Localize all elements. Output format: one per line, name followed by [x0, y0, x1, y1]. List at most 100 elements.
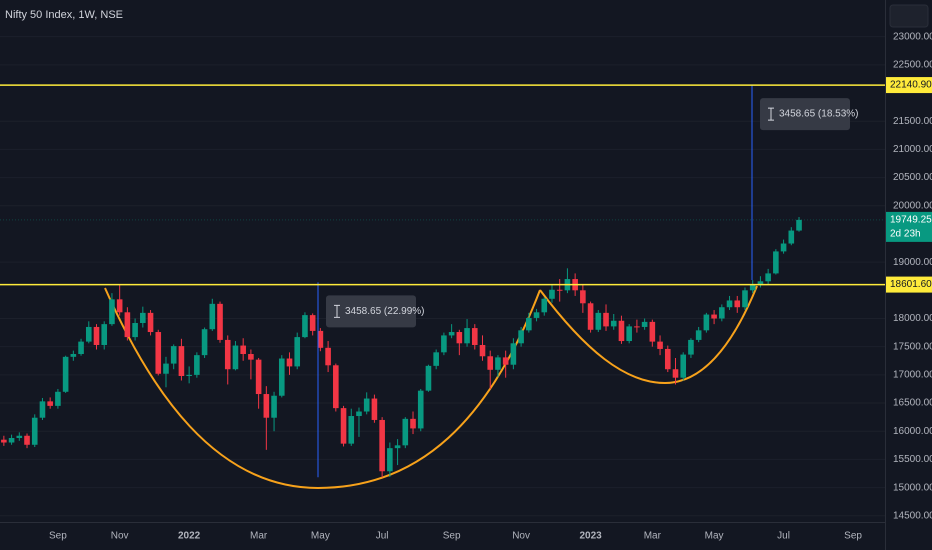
x-tick-label: Sep — [844, 531, 862, 542]
candle-body — [387, 448, 393, 472]
candle-body — [16, 435, 23, 439]
candle-body — [356, 411, 362, 417]
chart-title: Nifty 50 Index, 1W, NSE — [5, 9, 123, 21]
candle-body — [194, 355, 200, 375]
candle-body — [719, 307, 725, 319]
candle-body — [626, 326, 632, 342]
candle-body — [101, 324, 108, 345]
y-tick-label: 20500.00 — [893, 172, 932, 183]
candle-body — [333, 365, 339, 409]
candle-body — [533, 312, 540, 318]
cup-curve — [104, 287, 541, 490]
candle-body — [78, 341, 84, 355]
candle-body — [742, 290, 748, 308]
cup-curve — [539, 285, 758, 385]
candle-body — [726, 300, 733, 308]
candle-body — [580, 290, 586, 304]
candle-body — [688, 339, 694, 355]
candle-body — [649, 321, 656, 342]
level-label: 18601.60 — [890, 279, 932, 290]
candle-body — [232, 345, 239, 370]
candle-body — [302, 315, 308, 338]
x-tick-label: 2022 — [178, 531, 201, 542]
candle-body — [62, 356, 69, 392]
candle-body — [518, 330, 524, 344]
candle-body — [657, 341, 663, 349]
candle-body — [263, 394, 270, 418]
level-label: 22140.90 — [890, 80, 932, 91]
candle-body — [31, 417, 38, 445]
countdown-label: 2d 23h — [890, 229, 921, 240]
candle-body — [340, 408, 347, 444]
candle-body — [479, 344, 486, 357]
y-tick-label: 21000.00 — [893, 144, 932, 155]
toolbar-button[interactable] — [889, 4, 929, 28]
candle-body — [224, 339, 231, 370]
candle-body — [209, 303, 216, 330]
y-tick-label: 17000.00 — [893, 370, 932, 381]
candle-body — [394, 445, 401, 449]
candle-body — [610, 320, 617, 327]
candle-body — [140, 312, 146, 324]
candle-body — [502, 357, 509, 365]
candle-body — [170, 346, 177, 364]
y-tick-label: 16000.00 — [893, 426, 932, 437]
candle-body — [155, 332, 162, 374]
y-tick-label: 21500.00 — [893, 116, 932, 127]
candle-body — [757, 281, 764, 285]
x-tick-label: May — [705, 531, 724, 542]
measure-icon — [334, 304, 340, 318]
x-tick-label: Sep — [443, 531, 461, 542]
candle-body — [363, 398, 370, 412]
candle-body — [441, 335, 447, 353]
candle-body — [348, 416, 355, 444]
measure-box — [326, 295, 416, 328]
x-tick-label: Sep — [49, 531, 67, 542]
x-tick-label: Nov — [512, 531, 530, 542]
candle-body — [587, 303, 594, 330]
candle-body — [55, 391, 61, 406]
measure-box — [760, 98, 850, 131]
y-tick-label: 18000.00 — [893, 313, 932, 324]
y-tick-label: 15000.00 — [893, 482, 932, 493]
candle-body — [641, 321, 648, 327]
candle-body — [8, 438, 15, 443]
candle-body — [618, 320, 625, 342]
candle-body — [456, 332, 463, 344]
candle-body — [487, 356, 494, 370]
candle-body — [402, 418, 409, 446]
x-tick-label: Jul — [376, 531, 389, 542]
candle-body — [749, 284, 756, 291]
candle-body — [85, 326, 92, 342]
x-tick-label: Mar — [644, 531, 662, 542]
candle-body — [788, 230, 795, 244]
candle-body — [765, 273, 771, 282]
candle-body — [286, 358, 293, 367]
candle-body — [796, 219, 802, 231]
candle-body — [186, 374, 192, 376]
candle-body — [526, 317, 532, 331]
candle-body — [371, 398, 378, 420]
candle-body — [147, 312, 154, 333]
overlays: 3458.65 (22.99%) 3458.65 (18.53%) 22140.90… — [0, 77, 932, 478]
candle-body — [271, 395, 277, 418]
candle-body — [448, 332, 455, 336]
y-tick-label: 15500.00 — [893, 454, 932, 465]
candle-body — [541, 298, 548, 313]
candles — [1, 217, 802, 478]
candle-body — [93, 326, 100, 345]
candle-body — [116, 299, 123, 313]
candle-body — [634, 326, 640, 328]
candle-body — [163, 363, 169, 374]
candle-body — [417, 390, 424, 429]
x-tick-label: 2023 — [579, 531, 602, 542]
candle-body — [549, 289, 555, 299]
measure-label: 3458.65 (18.53%) — [779, 109, 859, 120]
candle-body — [47, 401, 53, 406]
y-tick-label: 17500.00 — [893, 341, 932, 352]
candle-body — [664, 348, 671, 370]
x-tick-label: May — [311, 531, 330, 542]
x-tick-label: Mar — [250, 531, 268, 542]
candle-body — [240, 345, 246, 355]
